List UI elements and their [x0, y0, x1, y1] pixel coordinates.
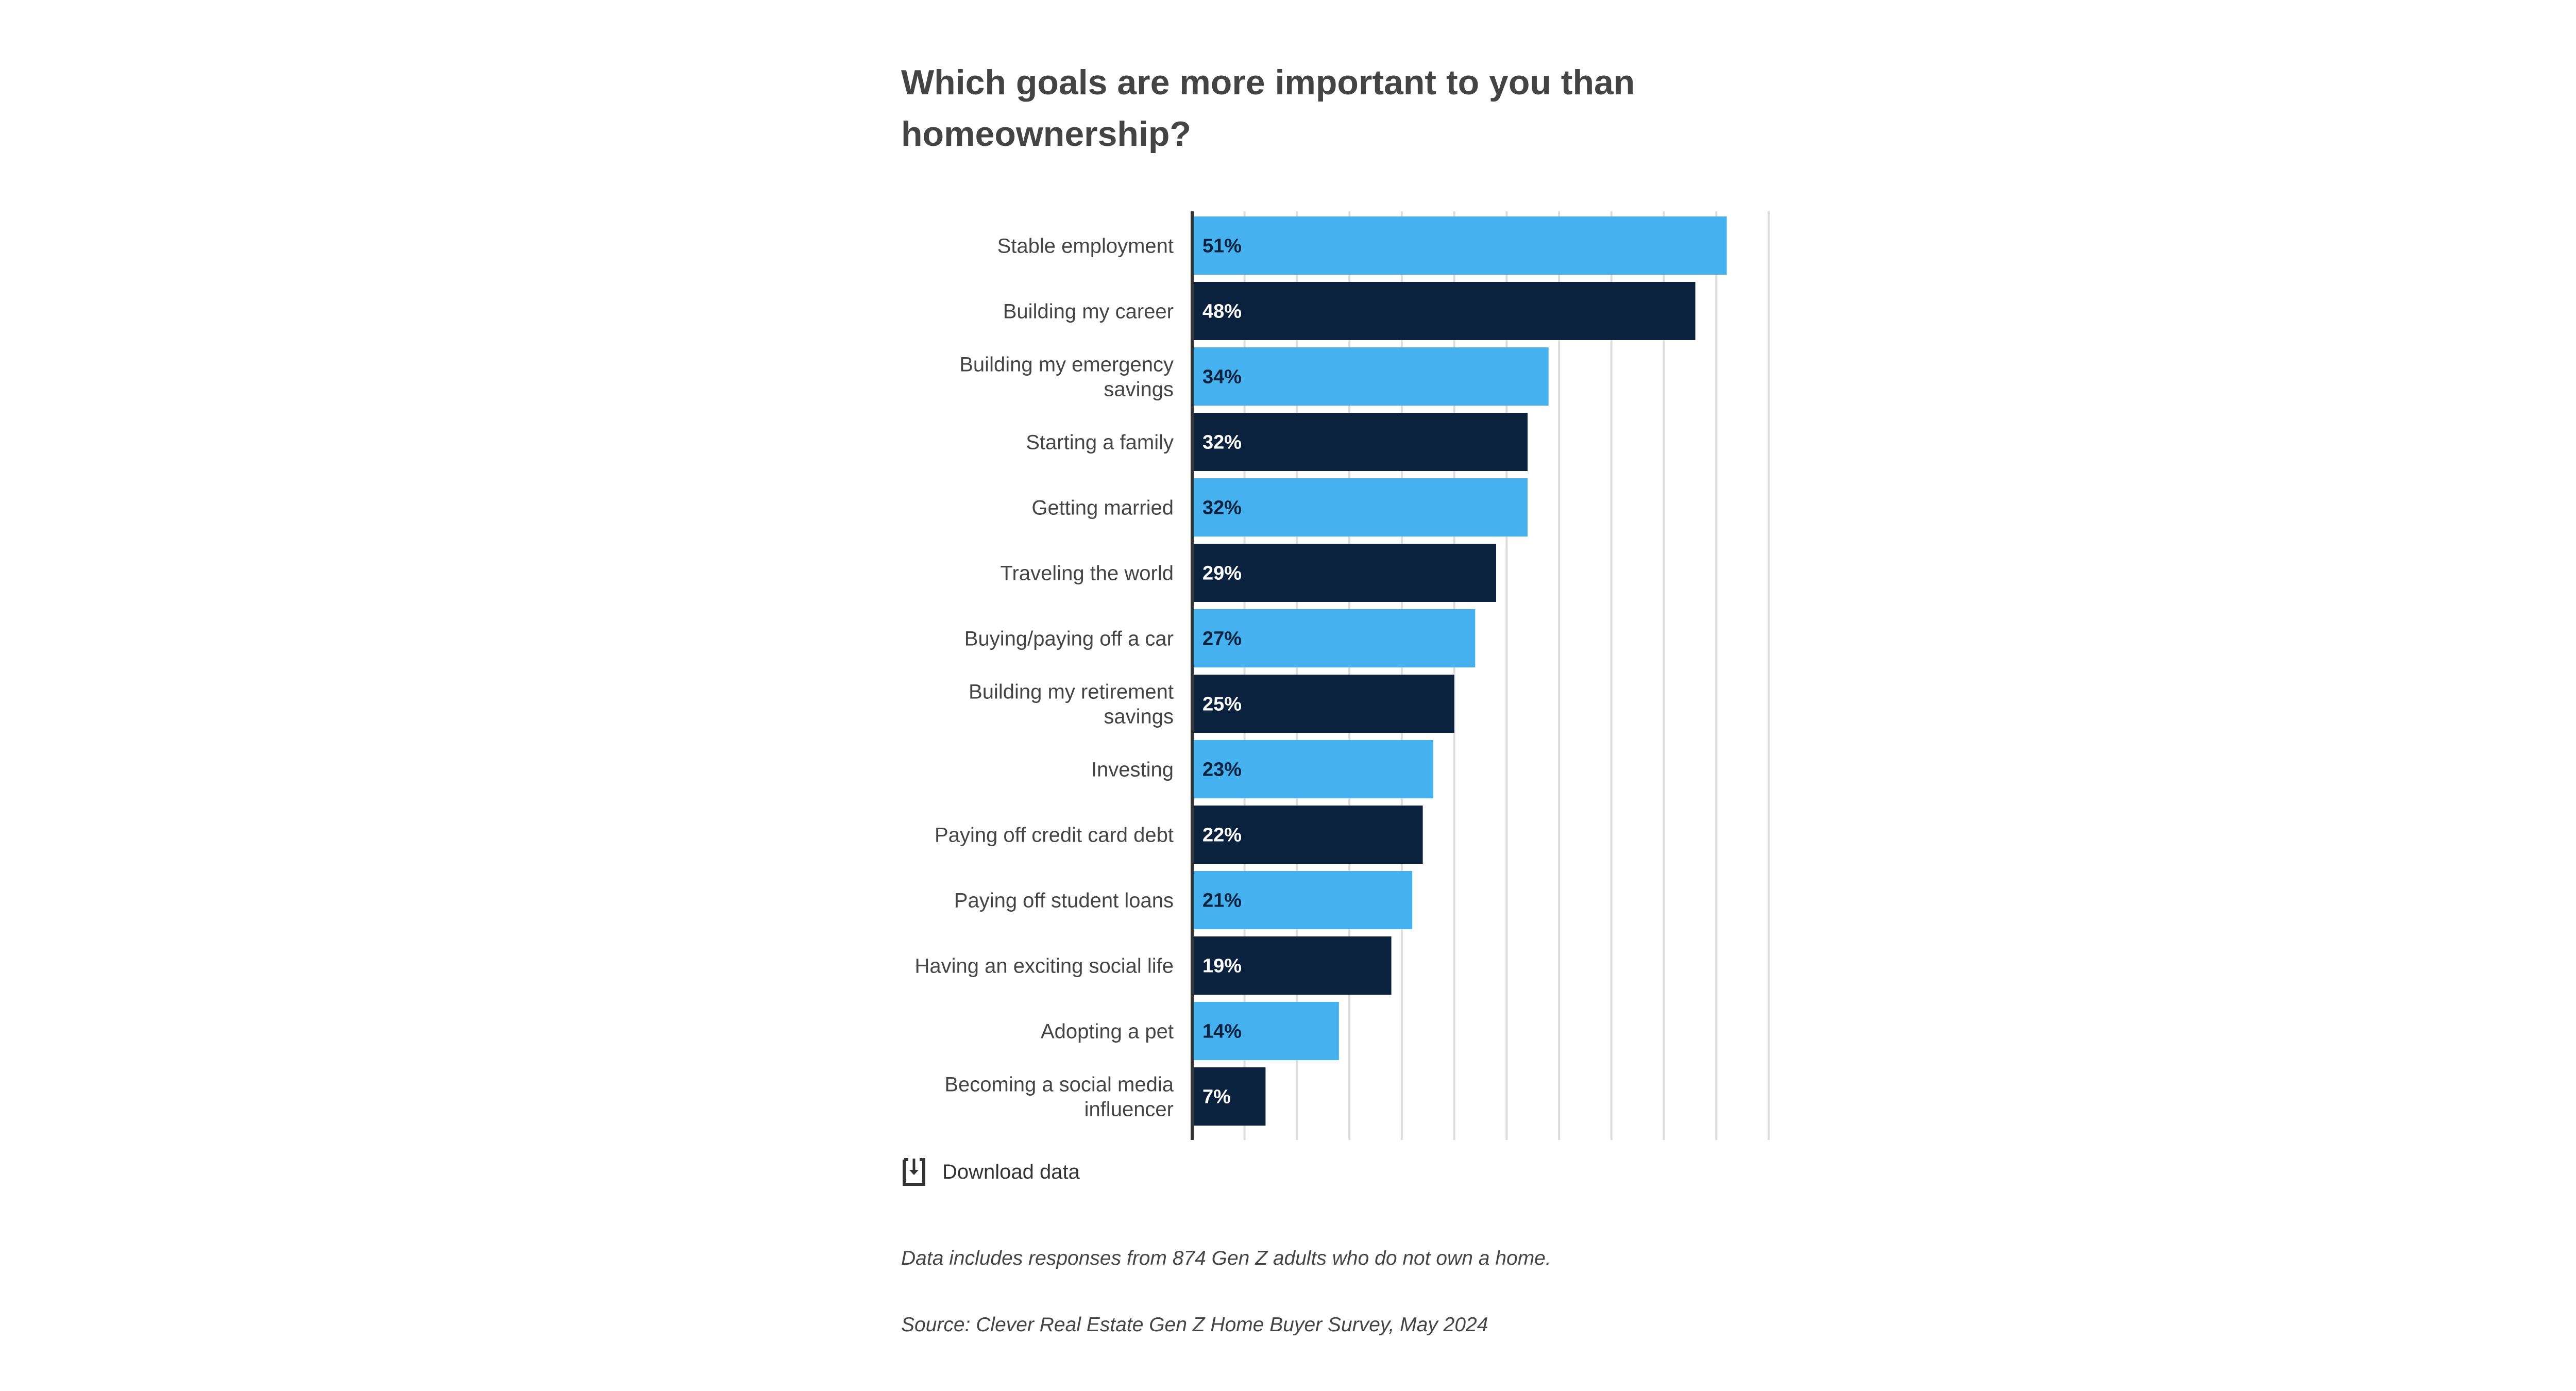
category-label: Buying/paying off a car: [964, 628, 1174, 650]
bar: [1192, 740, 1433, 798]
bar: [1192, 544, 1497, 602]
bar: [1192, 282, 1696, 340]
bar: [1192, 216, 1727, 275]
category-label: Starting a family: [1026, 431, 1174, 454]
category-label: Building my emergency savings: [959, 354, 1174, 401]
data-label: 7%: [1202, 1086, 1231, 1108]
category-label: Having an exciting social life: [915, 955, 1174, 978]
download-data-button[interactable]: Download data: [901, 1158, 1080, 1186]
data-label: 21%: [1202, 890, 1242, 912]
data-label: 22%: [1202, 825, 1242, 846]
source-note: Source: Clever Real Estate Gen Z Home Bu…: [901, 1314, 1488, 1336]
category-label: Building my career: [1003, 300, 1174, 323]
bar: [1192, 806, 1423, 864]
data-label: 48%: [1202, 301, 1242, 323]
data-label: 19%: [1202, 956, 1242, 977]
bar: [1192, 1067, 1266, 1126]
category-label: Traveling the world: [1001, 562, 1174, 585]
category-label: Getting married: [1031, 497, 1174, 519]
bar: [1192, 609, 1476, 667]
data-label: 25%: [1202, 694, 1242, 715]
category-label: Paying off student loans: [954, 890, 1174, 912]
chart-title: Which goals are more important to you th…: [901, 63, 1635, 154]
category-label: Adopting a pet: [1041, 1020, 1174, 1043]
download-data-label: Download data: [942, 1160, 1080, 1183]
bar: [1192, 413, 1528, 471]
category-label: Building my retirement savings: [969, 681, 1174, 728]
bar: [1192, 347, 1549, 406]
download-icon: [903, 1158, 925, 1186]
category-label: Investing: [1091, 759, 1174, 781]
bar: [1192, 675, 1454, 733]
category-label: Stable employment: [997, 235, 1174, 258]
sample-note: Data includes responses from 874 Gen Z a…: [901, 1247, 1551, 1269]
category-label: Becoming a social media influencer: [944, 1074, 1174, 1121]
category-label: Paying off credit card debt: [935, 824, 1174, 847]
data-label: 51%: [1202, 236, 1242, 257]
data-label: 34%: [1202, 366, 1242, 388]
data-label: 14%: [1202, 1021, 1242, 1043]
data-label: 27%: [1202, 628, 1242, 650]
data-label: 23%: [1202, 759, 1242, 781]
data-label: 32%: [1202, 497, 1242, 519]
bar: [1192, 936, 1392, 995]
bar: [1192, 871, 1413, 929]
data-label: 29%: [1202, 563, 1242, 584]
bar: [1192, 1002, 1339, 1060]
bar: [1192, 478, 1528, 537]
data-label: 32%: [1202, 432, 1242, 454]
